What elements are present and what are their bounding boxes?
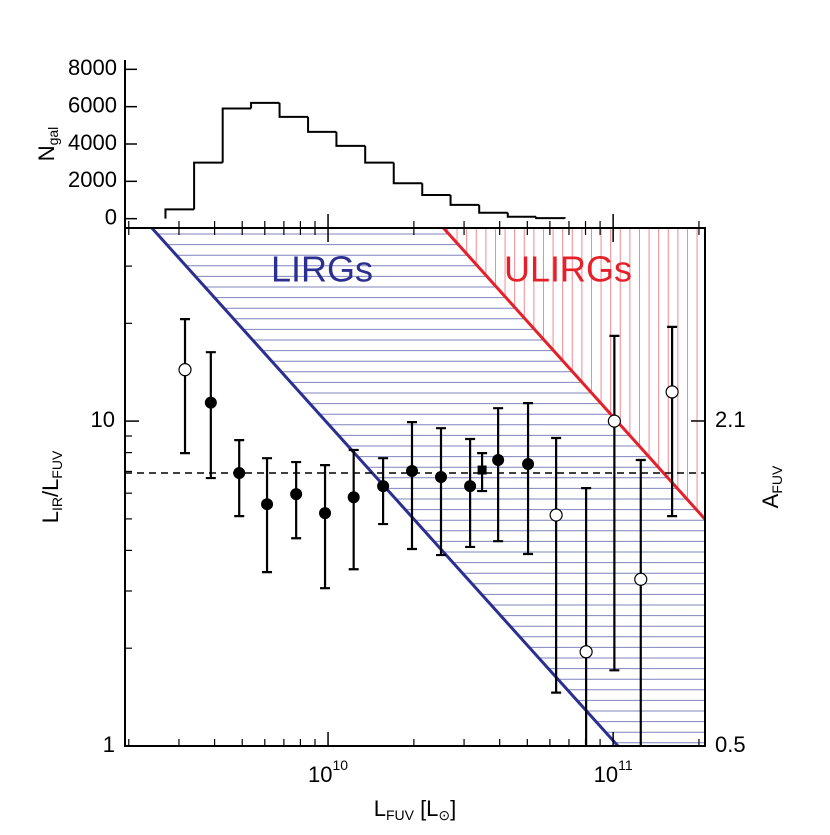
histogram-bar [449, 194, 480, 206]
point [549, 508, 563, 522]
histogram-bar [535, 216, 566, 220]
histogram-bar [478, 204, 508, 214]
x-tick-label: 1010 [308, 757, 348, 787]
region-line [442, 228, 705, 521]
point [290, 488, 303, 501]
histogram-bar [506, 212, 537, 218]
x-tick-label: 1011 [594, 757, 633, 787]
error-bar [205, 351, 216, 480]
histogram-bar [392, 162, 423, 185]
y-axis-title-part: /L [38, 479, 63, 497]
y-tick-label: 4000 [68, 130, 117, 155]
x-tick-base: 10 [594, 762, 618, 787]
error-bar [348, 448, 359, 571]
y2-tick-label: 2.1 [715, 407, 746, 432]
error-bar [262, 457, 273, 574]
y-tick-label: 8000 [68, 55, 117, 80]
point [464, 480, 477, 493]
y-axis-title: LIR/LFUV [38, 450, 65, 523]
region-label: LIRGs [271, 249, 373, 290]
x-axis-title: LFUV [L⊙] [374, 796, 457, 823]
region-boundary [442, 228, 705, 521]
y2-axis-title-part: A [758, 493, 783, 508]
error-bar [635, 458, 646, 746]
x-tick-exp: 10 [332, 757, 348, 773]
x-axis-title-part: [L [414, 796, 438, 821]
point [492, 454, 505, 467]
error-bar [465, 437, 476, 549]
x-axis-title-part: FUV [386, 807, 415, 823]
x-axis-title-part: ⊙ [438, 807, 450, 823]
histogram-bar [364, 145, 394, 164]
point [405, 465, 418, 478]
y2-tick-label: 0.5 [715, 732, 746, 757]
y2-axis-title: AFUV [758, 465, 785, 508]
plot-frame [124, 227, 706, 747]
y-tick-label: 1 [103, 732, 115, 757]
histogram-bar [278, 102, 309, 118]
point [319, 507, 332, 520]
histogram-bar [421, 183, 451, 196]
point [204, 396, 217, 409]
y-tick-label: 2000 [68, 167, 117, 192]
y2-axis-title-part: FUV [769, 465, 785, 494]
error-bar [320, 464, 331, 590]
error-bar [551, 436, 562, 694]
point [522, 457, 535, 470]
y-axis-title-part: FUV [49, 450, 65, 479]
error-bar [435, 427, 446, 557]
point [261, 498, 274, 511]
error-bar [493, 407, 504, 543]
y-axis-title-part: IR [49, 497, 65, 511]
error-bar [406, 421, 417, 551]
error-bar [667, 325, 678, 518]
lirg-hatch [151, 233, 705, 744]
point [477, 465, 487, 475]
point [607, 414, 621, 428]
error-bar [291, 460, 302, 540]
histogram-bar [221, 107, 252, 163]
x-tick-exp: 11 [618, 757, 633, 773]
y-tick-label: 10 [91, 407, 115, 432]
x-axis-title-part: L [374, 796, 386, 821]
y-axis-title-part: gal [45, 127, 61, 146]
histogram-bar [250, 101, 280, 109]
point [377, 480, 390, 493]
y-axis-title-part: N [34, 145, 59, 161]
point [434, 470, 447, 483]
y-axis-title-part: L [38, 511, 63, 523]
point [665, 385, 679, 399]
point [347, 491, 360, 504]
error-bar [523, 402, 534, 556]
y-axis-title: Ngal [34, 127, 61, 162]
error-bar [180, 318, 191, 455]
x-axis-title-part: ] [450, 796, 456, 821]
histogram-bar [193, 161, 223, 210]
error-bar [581, 487, 592, 746]
y-tick-label: 6000 [68, 92, 117, 117]
histogram-bar [164, 208, 195, 219]
point [579, 645, 593, 659]
point [634, 572, 648, 586]
histogram-bar [307, 116, 337, 133]
x-tick-base: 10 [308, 762, 332, 787]
point [233, 467, 246, 480]
region-label: ULIRGs [504, 249, 632, 290]
point [178, 363, 192, 377]
error-bar [609, 334, 620, 672]
data-points [178, 318, 679, 746]
y-tick-label: 0 [105, 204, 117, 229]
histogram-bar [335, 131, 366, 147]
